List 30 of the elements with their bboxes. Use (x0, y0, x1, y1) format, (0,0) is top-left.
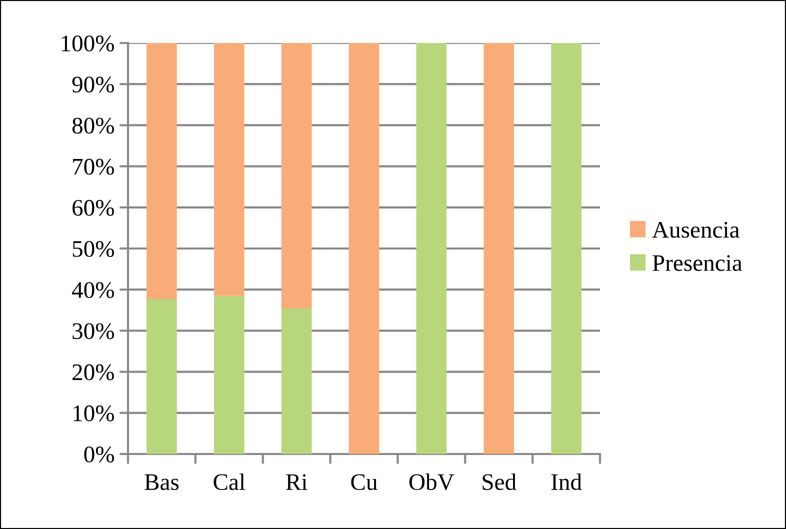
x-tick-label: Cu (351, 474, 378, 490)
y-tick-label: 60% (72, 200, 114, 216)
y-tick-label: 80% (72, 118, 114, 134)
y-tick-label: 90% (72, 76, 114, 93)
bar (281, 308, 312, 454)
y-tick-label: 30% (72, 323, 114, 340)
x-tick-label: Ind (551, 473, 582, 490)
y-tick-label: 20% (72, 364, 114, 380)
bar (551, 43, 582, 454)
y-tick-label: 50% (72, 240, 114, 257)
bar (146, 299, 177, 454)
legend-label: Presencia (652, 255, 742, 272)
bar (416, 43, 447, 454)
x-tick-label: Sed (482, 473, 516, 490)
bar (281, 43, 312, 309)
x-tick-label: Bas (144, 474, 179, 490)
bar (146, 43, 177, 300)
legend-label: Ausencia (652, 222, 740, 238)
bar (214, 43, 244, 296)
bar (348, 43, 380, 454)
y-tick-label: 0% (84, 446, 114, 462)
x-tick-label: Cal (214, 473, 246, 490)
bar (214, 296, 244, 454)
x-tick-label: ObV (409, 473, 454, 490)
y-tick-label: 10% (74, 405, 114, 422)
y-tick-label: 40% (72, 282, 114, 298)
x-tick-label: Ri (286, 474, 308, 490)
y-tick-label: 70% (73, 158, 114, 175)
y-tick-label: 100% (62, 35, 114, 52)
bar (484, 43, 514, 454)
